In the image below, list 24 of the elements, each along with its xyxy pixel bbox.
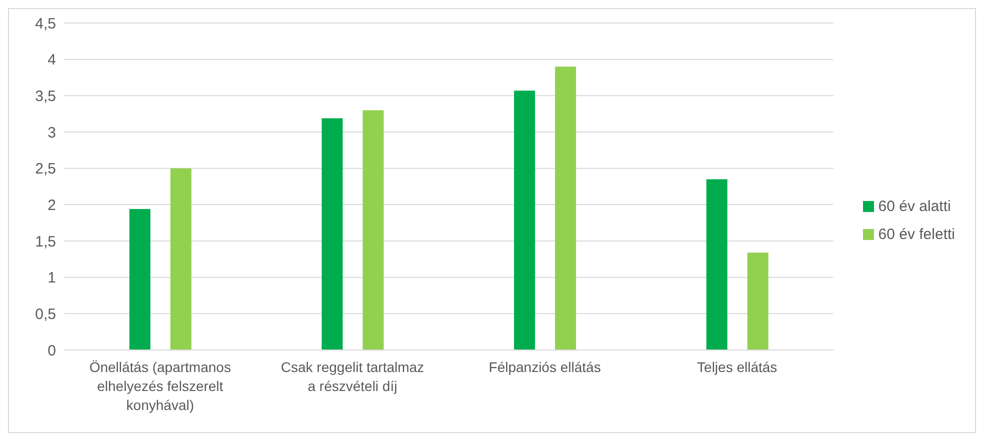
bar — [322, 118, 343, 350]
bar — [129, 209, 150, 350]
x-tick-label: Csak reggelit tartalmaz a részvételi díj — [280, 359, 424, 394]
y-tick-label: 2 — [48, 196, 56, 214]
legend-label: 60 év feletti — [878, 226, 955, 242]
y-tick-label: 0,5 — [35, 306, 56, 323]
y-tick-label: 4 — [48, 52, 56, 69]
bar — [555, 66, 576, 350]
y-tick-label: 2,5 — [35, 160, 56, 178]
bar — [362, 110, 384, 350]
y-tick-label: 3 — [48, 124, 56, 142]
bar — [747, 252, 768, 350]
y-tick-label: 0 — [48, 342, 56, 360]
bar — [514, 90, 536, 350]
y-tick-label: 3,5 — [35, 88, 56, 105]
y-tick-label: 1,5 — [35, 233, 56, 250]
x-tick-label: Teljes ellátás — [697, 359, 778, 375]
y-tick-label: 1 — [48, 270, 56, 287]
y-tick-label: 4,5 — [35, 15, 56, 32]
x-tick-label: Önellátás (apartmanos elhelyezés felszerelt konyhával) — [89, 359, 231, 413]
legend-label: 60 év alatti — [878, 198, 951, 214]
bar — [170, 168, 192, 350]
x-tick-label: Félpanziós ellátás — [488, 359, 601, 375]
bar — [706, 179, 728, 350]
